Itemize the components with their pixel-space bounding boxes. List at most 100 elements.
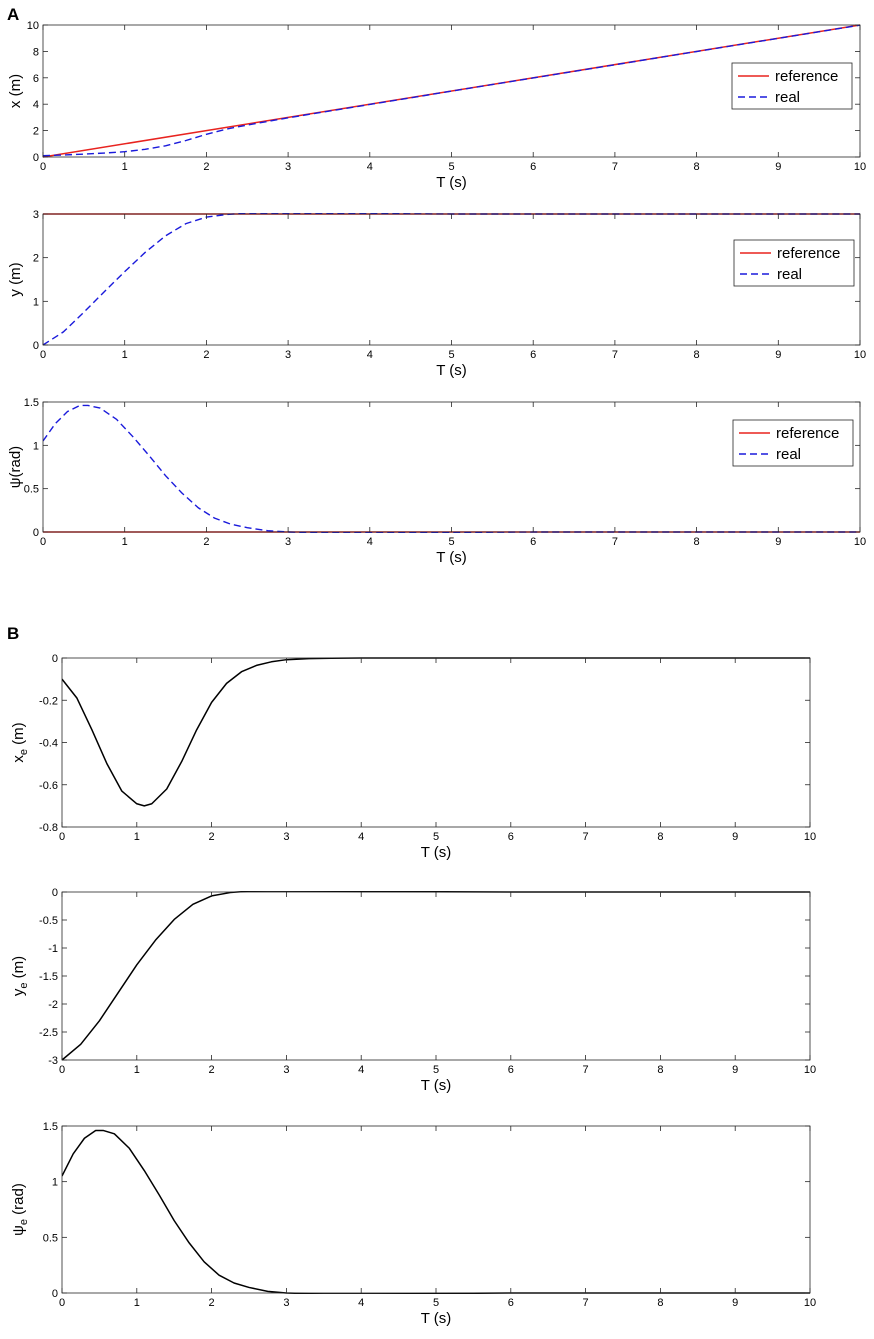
- y-tick-label: 0: [33, 340, 39, 352]
- x-tick-label: 4: [358, 1297, 364, 1309]
- x-tick-label: 1: [122, 536, 128, 548]
- x-tick-label: 9: [732, 1297, 738, 1309]
- legend: reference real: [732, 419, 854, 467]
- x-tick-label: 10: [804, 831, 816, 843]
- y-tick-label: -0.8: [39, 822, 58, 834]
- y-tick-label: 4: [33, 99, 39, 111]
- x-axis-label: T (s): [421, 1077, 452, 1094]
- reference-series-line: [43, 24, 860, 158]
- y-axis-label: xe (m): [10, 722, 30, 762]
- y-axis-label: y (m): [7, 262, 24, 296]
- x-tick-label: 0: [40, 349, 46, 361]
- x-tick-label: 2: [209, 1297, 215, 1309]
- y-tick-label: 6: [33, 73, 39, 85]
- y-tick-label: 3: [33, 209, 39, 221]
- x-tick-label: 9: [775, 161, 781, 173]
- legend-label-real: real: [777, 266, 802, 283]
- x-axis-label: T (s): [421, 844, 452, 861]
- y-tick-label: -3: [48, 1055, 58, 1067]
- y-tick-label: 1: [33, 440, 39, 452]
- x-tick-label: 4: [358, 1064, 364, 1076]
- x-axis-label: T (s): [436, 174, 467, 191]
- x-tick-label: 1: [122, 161, 128, 173]
- legend-box: [733, 239, 855, 287]
- legend-box: [732, 419, 854, 467]
- axes-box: [61, 891, 811, 1061]
- y-axis-label: x (m): [7, 74, 24, 108]
- error-series-line: [62, 1129, 810, 1294]
- x-tick-label: 10: [854, 349, 866, 361]
- x-tick-label: 8: [694, 536, 700, 548]
- x-tick-label: 9: [732, 831, 738, 843]
- x-tick-label: 7: [583, 1064, 589, 1076]
- legend-label-real: real: [776, 446, 801, 463]
- x-tick-label: 1: [122, 349, 128, 361]
- legend-box: [731, 62, 853, 110]
- x-tick-label: 5: [448, 349, 454, 361]
- x-tick-label: 10: [854, 161, 866, 173]
- y-tick-label: 1: [33, 296, 39, 308]
- x-tick-label: 8: [657, 1297, 663, 1309]
- x-tick-label: 7: [583, 831, 589, 843]
- y-axis-label: ye (m): [10, 956, 30, 996]
- x-tick-label: 10: [804, 1297, 816, 1309]
- real-series-line: [43, 24, 860, 157]
- y-tick-label: -0.4: [39, 738, 58, 750]
- y-axis-label: ψ(rad): [7, 446, 24, 488]
- y-tick-label: 1: [52, 1177, 58, 1189]
- x-tick-label: 5: [448, 161, 454, 173]
- y-tick-label: 10: [27, 20, 39, 32]
- legend-label-real: real: [775, 89, 800, 106]
- y-tick-label: 0: [52, 1288, 58, 1300]
- chart-5: 0 1 2 3 4 5 6 7 8 9 10 -3 -2.5 -2 -1.5 -1 -0.5 0 T (s) ye (…: [10, 887, 816, 1094]
- x-tick-label: 6: [508, 1064, 514, 1076]
- x-tick-label: 8: [694, 349, 700, 361]
- y-tick-label: 2: [33, 253, 39, 265]
- chart-6: 0 1 2 3 4 5 6 7 8 9 10 0 0.5 1 1.5 T (s) ψe (rad): [10, 1121, 816, 1327]
- x-tick-label: 9: [732, 1064, 738, 1076]
- legend: reference real: [731, 62, 853, 110]
- x-tick-label: 6: [530, 349, 536, 361]
- legend-label-reference: reference: [777, 245, 840, 262]
- y-axis-label: ψe (rad): [10, 1183, 30, 1236]
- error-series-line: [62, 657, 810, 807]
- x-tick-label: 3: [283, 831, 289, 843]
- x-tick-label: 3: [285, 536, 291, 548]
- chart-3: 0 1 2 3 4 5 6 7 8 9 10 0 0.5 1 1.5 T (s) ψ(rad) reference…: [7, 397, 866, 566]
- x-axis-label: T (s): [436, 549, 467, 566]
- axes-box: [61, 657, 811, 828]
- x-tick-label: 6: [530, 161, 536, 173]
- x-tick-label: 6: [530, 536, 536, 548]
- x-tick-label: 6: [508, 1297, 514, 1309]
- x-tick-label: 0: [40, 536, 46, 548]
- x-tick-label: 9: [775, 349, 781, 361]
- x-tick-label: 10: [804, 1064, 816, 1076]
- x-tick-label: 3: [285, 161, 291, 173]
- y-tick-label: -2.5: [39, 1027, 58, 1039]
- x-tick-label: 10: [854, 536, 866, 548]
- y-tick-label: 1.5: [24, 397, 39, 409]
- x-tick-label: 3: [283, 1064, 289, 1076]
- y-tick-label: -1.5: [39, 971, 58, 983]
- axes-box: [61, 1125, 811, 1294]
- x-tick-label: 0: [59, 831, 65, 843]
- x-tick-label: 6: [508, 831, 514, 843]
- x-tick-label: 5: [433, 1064, 439, 1076]
- y-tick-label: 0: [52, 887, 58, 899]
- x-tick-label: 4: [367, 536, 373, 548]
- y-tick-label: 0.5: [43, 1232, 58, 1244]
- chart-4: 0 1 2 3 4 5 6 7 8 9 10 -0.8 -0.6 -0.4 -0.2 0 T (s) xe (m): [10, 653, 816, 861]
- x-tick-label: 2: [209, 831, 215, 843]
- x-tick-label: 5: [433, 1297, 439, 1309]
- x-tick-label: 3: [285, 349, 291, 361]
- y-tick-label: -2: [48, 999, 58, 1011]
- y-tick-label: 1.5: [43, 1121, 58, 1133]
- x-tick-label: 3: [283, 1297, 289, 1309]
- x-tick-label: 4: [367, 161, 373, 173]
- x-tick-label: 2: [203, 536, 209, 548]
- y-tick-label: 2: [33, 126, 39, 138]
- x-axis-label: T (s): [421, 1310, 452, 1327]
- x-tick-label: 8: [657, 831, 663, 843]
